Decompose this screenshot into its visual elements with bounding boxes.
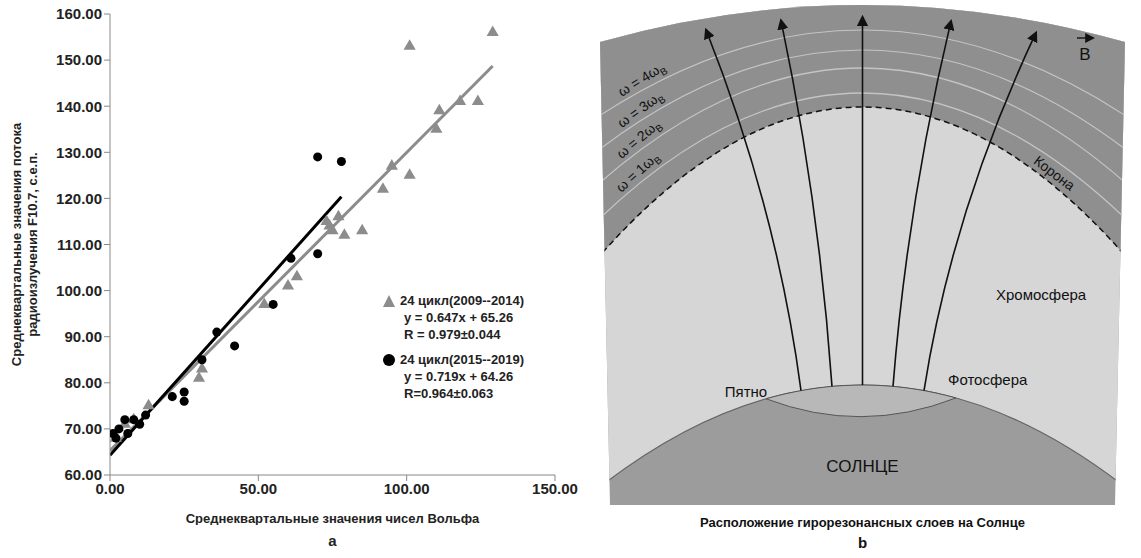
svg-text:Среднеквартальные значения чис: Среднеквартальные значения чисел Вольфа xyxy=(186,511,480,525)
svg-text:60.00: 60.00 xyxy=(64,466,102,483)
svg-text:100.00: 100.00 xyxy=(56,282,102,299)
svg-text:Среднеквартальные значения пот: Среднеквартальные значения потока xyxy=(9,122,24,366)
svg-text:Расположение гирорезонансных с: Расположение гирорезонансных слоев на Со… xyxy=(700,515,1025,530)
svg-text:50.00: 50.00 xyxy=(240,480,278,497)
svg-text:100.00: 100.00 xyxy=(384,480,430,497)
svg-text:140.00: 140.00 xyxy=(56,98,102,115)
svg-text:B: B xyxy=(1079,45,1090,64)
svg-text:Фотосфера: Фотосфера xyxy=(948,371,1028,388)
svg-text:70.00: 70.00 xyxy=(64,420,102,437)
svg-text:150.00: 150.00 xyxy=(56,51,102,68)
svg-text:80.00: 80.00 xyxy=(64,374,102,391)
svg-text:120.00: 120.00 xyxy=(56,190,102,207)
svg-text:Хромосфера: Хромосфера xyxy=(996,286,1087,303)
svg-text:160.00: 160.00 xyxy=(56,5,102,22)
svg-text:СОЛНЦЕ: СОЛНЦЕ xyxy=(826,457,898,476)
svg-text:90.00: 90.00 xyxy=(64,328,102,345)
svg-text:радиоизлучения F10.7, с.е.п.: радиоизлучения F10.7, с.е.п. xyxy=(25,152,40,336)
svg-text:b: b xyxy=(858,534,867,551)
svg-text:ω = 1ωB: ω = 1ωB xyxy=(613,148,665,197)
svg-text:150.00: 150.00 xyxy=(532,480,578,497)
svg-text:Корона: Корона xyxy=(1031,152,1078,193)
svg-text:130.00: 130.00 xyxy=(56,144,102,161)
svg-text:110.00: 110.00 xyxy=(57,236,102,253)
svg-text:Пятно: Пятно xyxy=(725,383,767,400)
